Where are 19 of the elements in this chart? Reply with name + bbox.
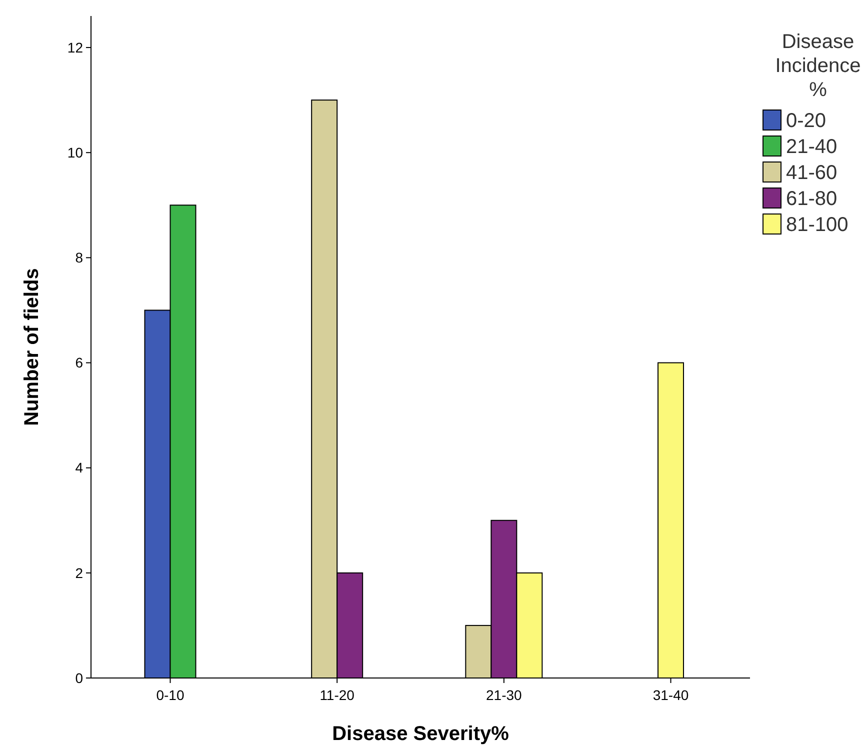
legend-label: 41-60 [786, 162, 838, 184]
x-tick-label: 0-10 [156, 687, 184, 703]
y-tick-label: 4 [75, 460, 84, 476]
legend-label: 21-40 [786, 136, 838, 158]
x-tick-label: 31-40 [652, 687, 689, 703]
y-tick-label: 12 [67, 39, 84, 56]
y-tick-label: 6 [75, 354, 84, 371]
legend-title: Disease Incidence % [775, 31, 861, 101]
y-tick-label: 8 [75, 250, 84, 266]
y-tick-label: 2 [75, 564, 84, 581]
y-tick-label: 0 [75, 670, 84, 686]
y-axis-title: Number of fields [21, 268, 43, 426]
x-axis-title: Disease Severity% [332, 723, 510, 745]
legend-label: 81-100 [786, 214, 848, 236]
x-tick-label: 21-30 [486, 687, 522, 703]
legend-label: 61-80 [786, 188, 838, 210]
x-tick-label: 11-20 [320, 687, 355, 703]
y-tick-label: 10 [67, 144, 84, 161]
legend-label: 0-20 [786, 110, 826, 132]
